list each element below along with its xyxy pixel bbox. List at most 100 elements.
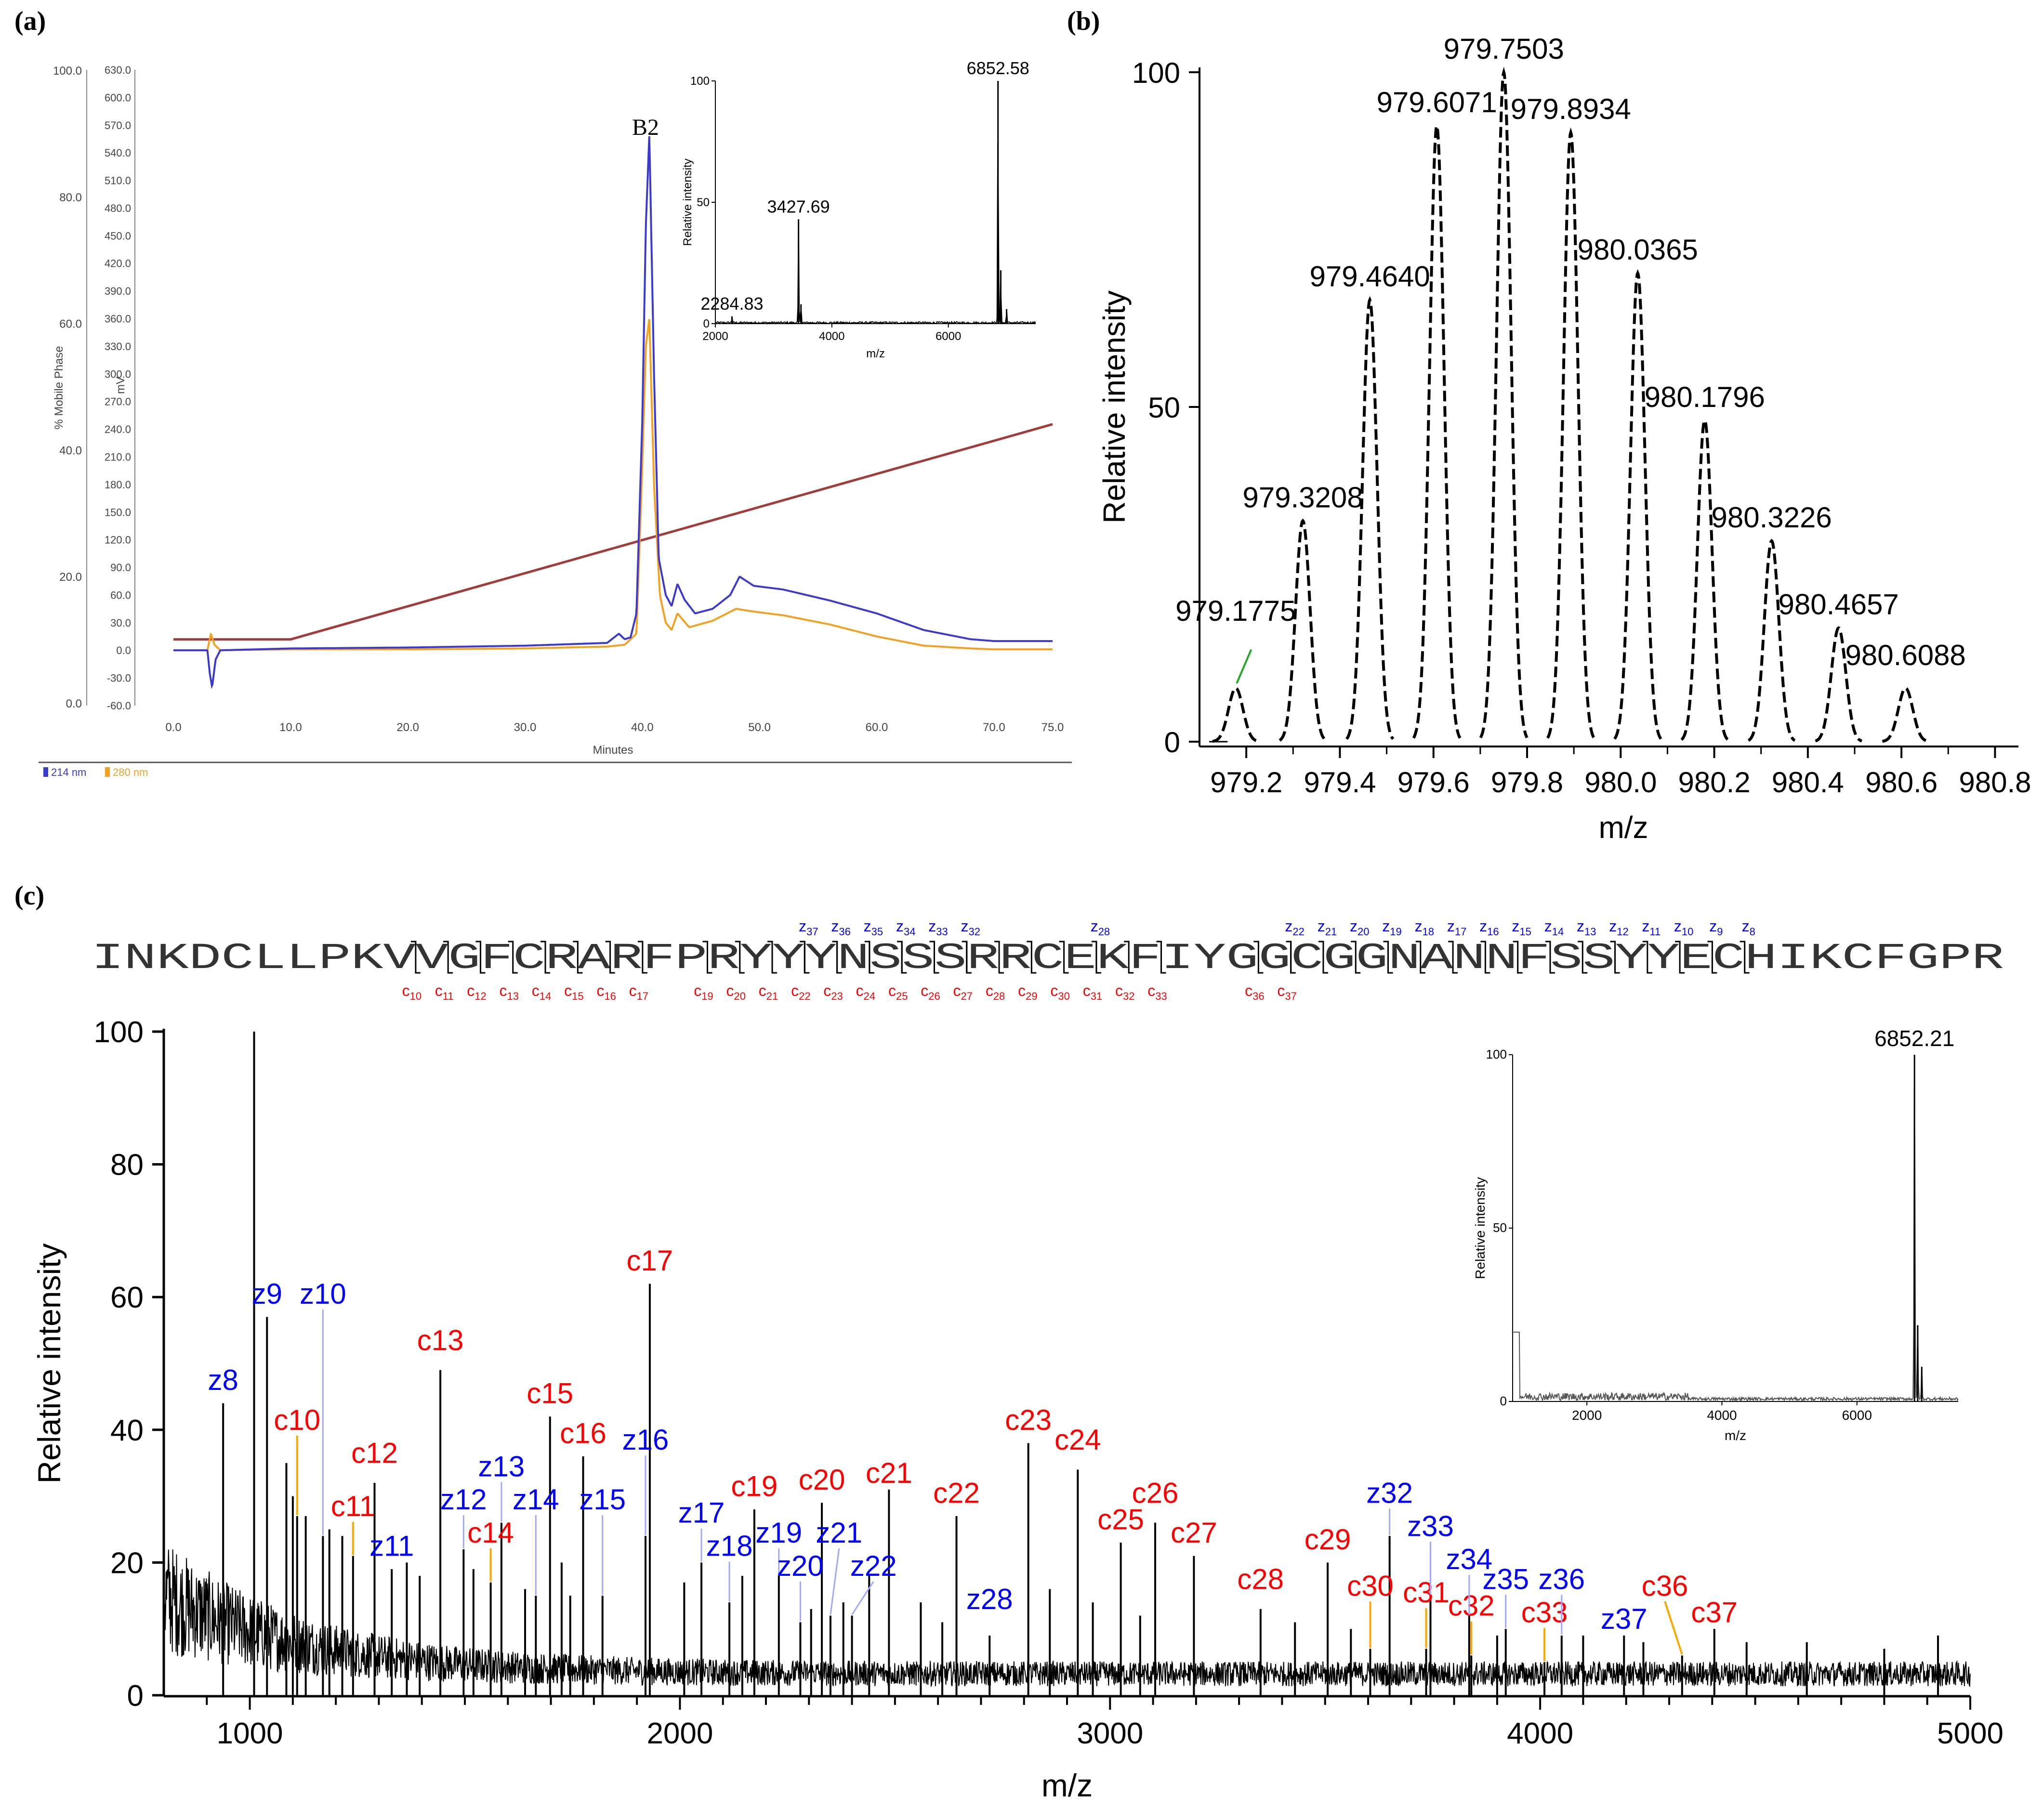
b-peak-label: 979.3208 xyxy=(1242,481,1363,513)
c-ion-seq-label: c27 xyxy=(953,982,973,1002)
c-y-tick-label: 40 xyxy=(110,1414,144,1447)
mv-tick-label: 210.0 xyxy=(105,451,131,463)
c-y-tick-label: 20 xyxy=(110,1546,144,1580)
x-tick-label: 40.0 xyxy=(631,721,654,734)
b-isotope-peak xyxy=(1212,686,1259,743)
c-ion-subscript: 22 xyxy=(799,990,810,1002)
c-ion-label: c16 xyxy=(560,1417,606,1449)
pct-tick-label: 40.0 xyxy=(59,444,82,457)
b-isotope-peak xyxy=(1412,120,1462,739)
z-cleavage-mark xyxy=(929,941,939,974)
c-ion-seq-label: c29 xyxy=(1018,982,1037,1002)
c-x-tick-label: 5000 xyxy=(1937,1717,2003,1750)
mv-tick-label: 420.0 xyxy=(105,258,131,270)
z-ion-seq-label: z18 xyxy=(1415,917,1434,938)
z-ion-subscript: 17 xyxy=(1455,926,1466,938)
z-ion-label: z34 xyxy=(1446,1543,1492,1575)
z-ion-label: z18 xyxy=(706,1530,753,1562)
b-x-tick-label: 980.2 xyxy=(1678,766,1750,799)
pct-tick-label: 80.0 xyxy=(59,191,82,204)
z-ion-label: z15 xyxy=(579,1483,626,1516)
c-y-axis-title: Relative intensity xyxy=(31,1244,67,1484)
z-ion-label: z33 xyxy=(1407,1510,1454,1542)
b-peak-label: 980.3226 xyxy=(1712,501,1832,534)
inset-a-x-title: m/z xyxy=(866,347,885,360)
c-ion-seq-label: c15 xyxy=(564,982,583,1002)
c-ion-subscript: 12 xyxy=(475,990,486,1002)
b-peak-label: 980.0365 xyxy=(1578,234,1698,266)
c-ion-seq-label: c28 xyxy=(986,982,1005,1002)
c-ion-subscript: 21 xyxy=(766,990,778,1002)
b-isotope-peak xyxy=(1279,518,1327,742)
inset-a-y-tick-label: 50 xyxy=(697,196,710,209)
peak-label-b2: B2 xyxy=(632,115,659,140)
z-cleavage-mark xyxy=(1091,941,1101,974)
c-ion-label: c22 xyxy=(933,1477,980,1509)
b-x-tick-label: 980.8 xyxy=(1959,766,2031,799)
c-ion-label: c28 xyxy=(1237,1563,1284,1596)
b-x-tick-label: 980.4 xyxy=(1772,766,1844,799)
c-ion-label: c26 xyxy=(1132,1477,1179,1509)
c-ion-seq-label: c33 xyxy=(1147,982,1167,1002)
z-cleavage-mark xyxy=(1383,941,1393,974)
mv-tick-label: 90.0 xyxy=(110,562,131,574)
c-ion-label: c29 xyxy=(1305,1523,1351,1556)
c-cleavage-mark xyxy=(410,941,421,974)
mv-tick-label: 120.0 xyxy=(105,534,131,546)
c-ion-label: c32 xyxy=(1448,1590,1495,1622)
inset-a-spectrum xyxy=(715,142,1036,325)
mv-tick-label: 60.0 xyxy=(110,589,131,601)
b-x-tick-label: 980.0 xyxy=(1584,766,1657,799)
inset-c-x-tick-label: 4000 xyxy=(1707,1408,1737,1423)
z-cleavage-mark xyxy=(1545,941,1555,974)
x-tick-label: 10.0 xyxy=(279,721,302,734)
z-cleavage-mark xyxy=(1578,941,1588,974)
z-ion-label: z10 xyxy=(300,1278,346,1310)
c-ion-seq-label: c19 xyxy=(694,982,713,1002)
c-ion-subscript: 26 xyxy=(928,990,940,1002)
z-ion-seq-label: z20 xyxy=(1350,917,1369,938)
mv-tick-label: 540.0 xyxy=(105,147,131,159)
b-isotope-peak xyxy=(1613,269,1662,740)
c-ion-seq-label: c31 xyxy=(1083,982,1102,1002)
c-ion-subscript: 31 xyxy=(1091,990,1102,1002)
inset-a-x-tick-label: 4000 xyxy=(819,330,844,343)
c-ion-label: c36 xyxy=(1642,1570,1688,1602)
z-ion-subscript: 22 xyxy=(1292,926,1304,938)
z-ion-leader xyxy=(830,1548,840,1615)
z-ion-subscript: 21 xyxy=(1325,926,1337,938)
b-peak-label: 979.4640 xyxy=(1309,261,1430,293)
c-ion-subscript: 32 xyxy=(1123,990,1134,1002)
b-peak-label: 979.6071 xyxy=(1376,86,1497,118)
z-ion-label: z11 xyxy=(369,1530,414,1562)
z-cleavage-mark xyxy=(1642,941,1652,974)
c-cleavage-mark xyxy=(1156,941,1166,974)
pct-tick-label: 60.0 xyxy=(59,318,82,331)
z-ion-subscript: 37 xyxy=(806,926,818,938)
c-cleavage-mark xyxy=(508,941,518,974)
z-cleavage-mark xyxy=(1448,941,1458,974)
b-x-axis-title: m/z xyxy=(1598,810,1648,845)
mv-tick-label: 630.0 xyxy=(105,64,131,76)
z-ion-seq-label: z33 xyxy=(928,917,948,938)
mv-tick-label: 30.0 xyxy=(110,617,131,629)
b-x-tick-label: 979.6 xyxy=(1397,766,1470,799)
z-ion-label: z22 xyxy=(850,1550,897,1582)
b-peak-label: 979.7503 xyxy=(1444,33,1564,65)
c-cleavage-mark xyxy=(767,941,778,974)
b-isotope-peak xyxy=(1815,626,1862,743)
inset-a-peak-label: 3427.69 xyxy=(767,196,830,216)
c-cleavage-mark xyxy=(994,941,1004,974)
c-ion-label: c11 xyxy=(331,1490,375,1522)
c-cleavage-mark xyxy=(637,941,647,974)
inset-a-y-title: Relative intensity xyxy=(681,158,694,246)
panel-label-b: (b) xyxy=(1067,6,1100,36)
c-ion-label: c14 xyxy=(467,1517,514,1549)
c-ion-subscript: 24 xyxy=(864,990,875,1002)
c-cleavage-mark xyxy=(475,941,486,974)
c-cleavage-mark xyxy=(1253,941,1264,974)
z-ion-subscript: 34 xyxy=(904,926,915,938)
c-ion-label: c15 xyxy=(527,1377,573,1410)
z-cleavage-mark xyxy=(1707,941,1717,974)
c-ion-subscript: 29 xyxy=(1026,990,1037,1002)
